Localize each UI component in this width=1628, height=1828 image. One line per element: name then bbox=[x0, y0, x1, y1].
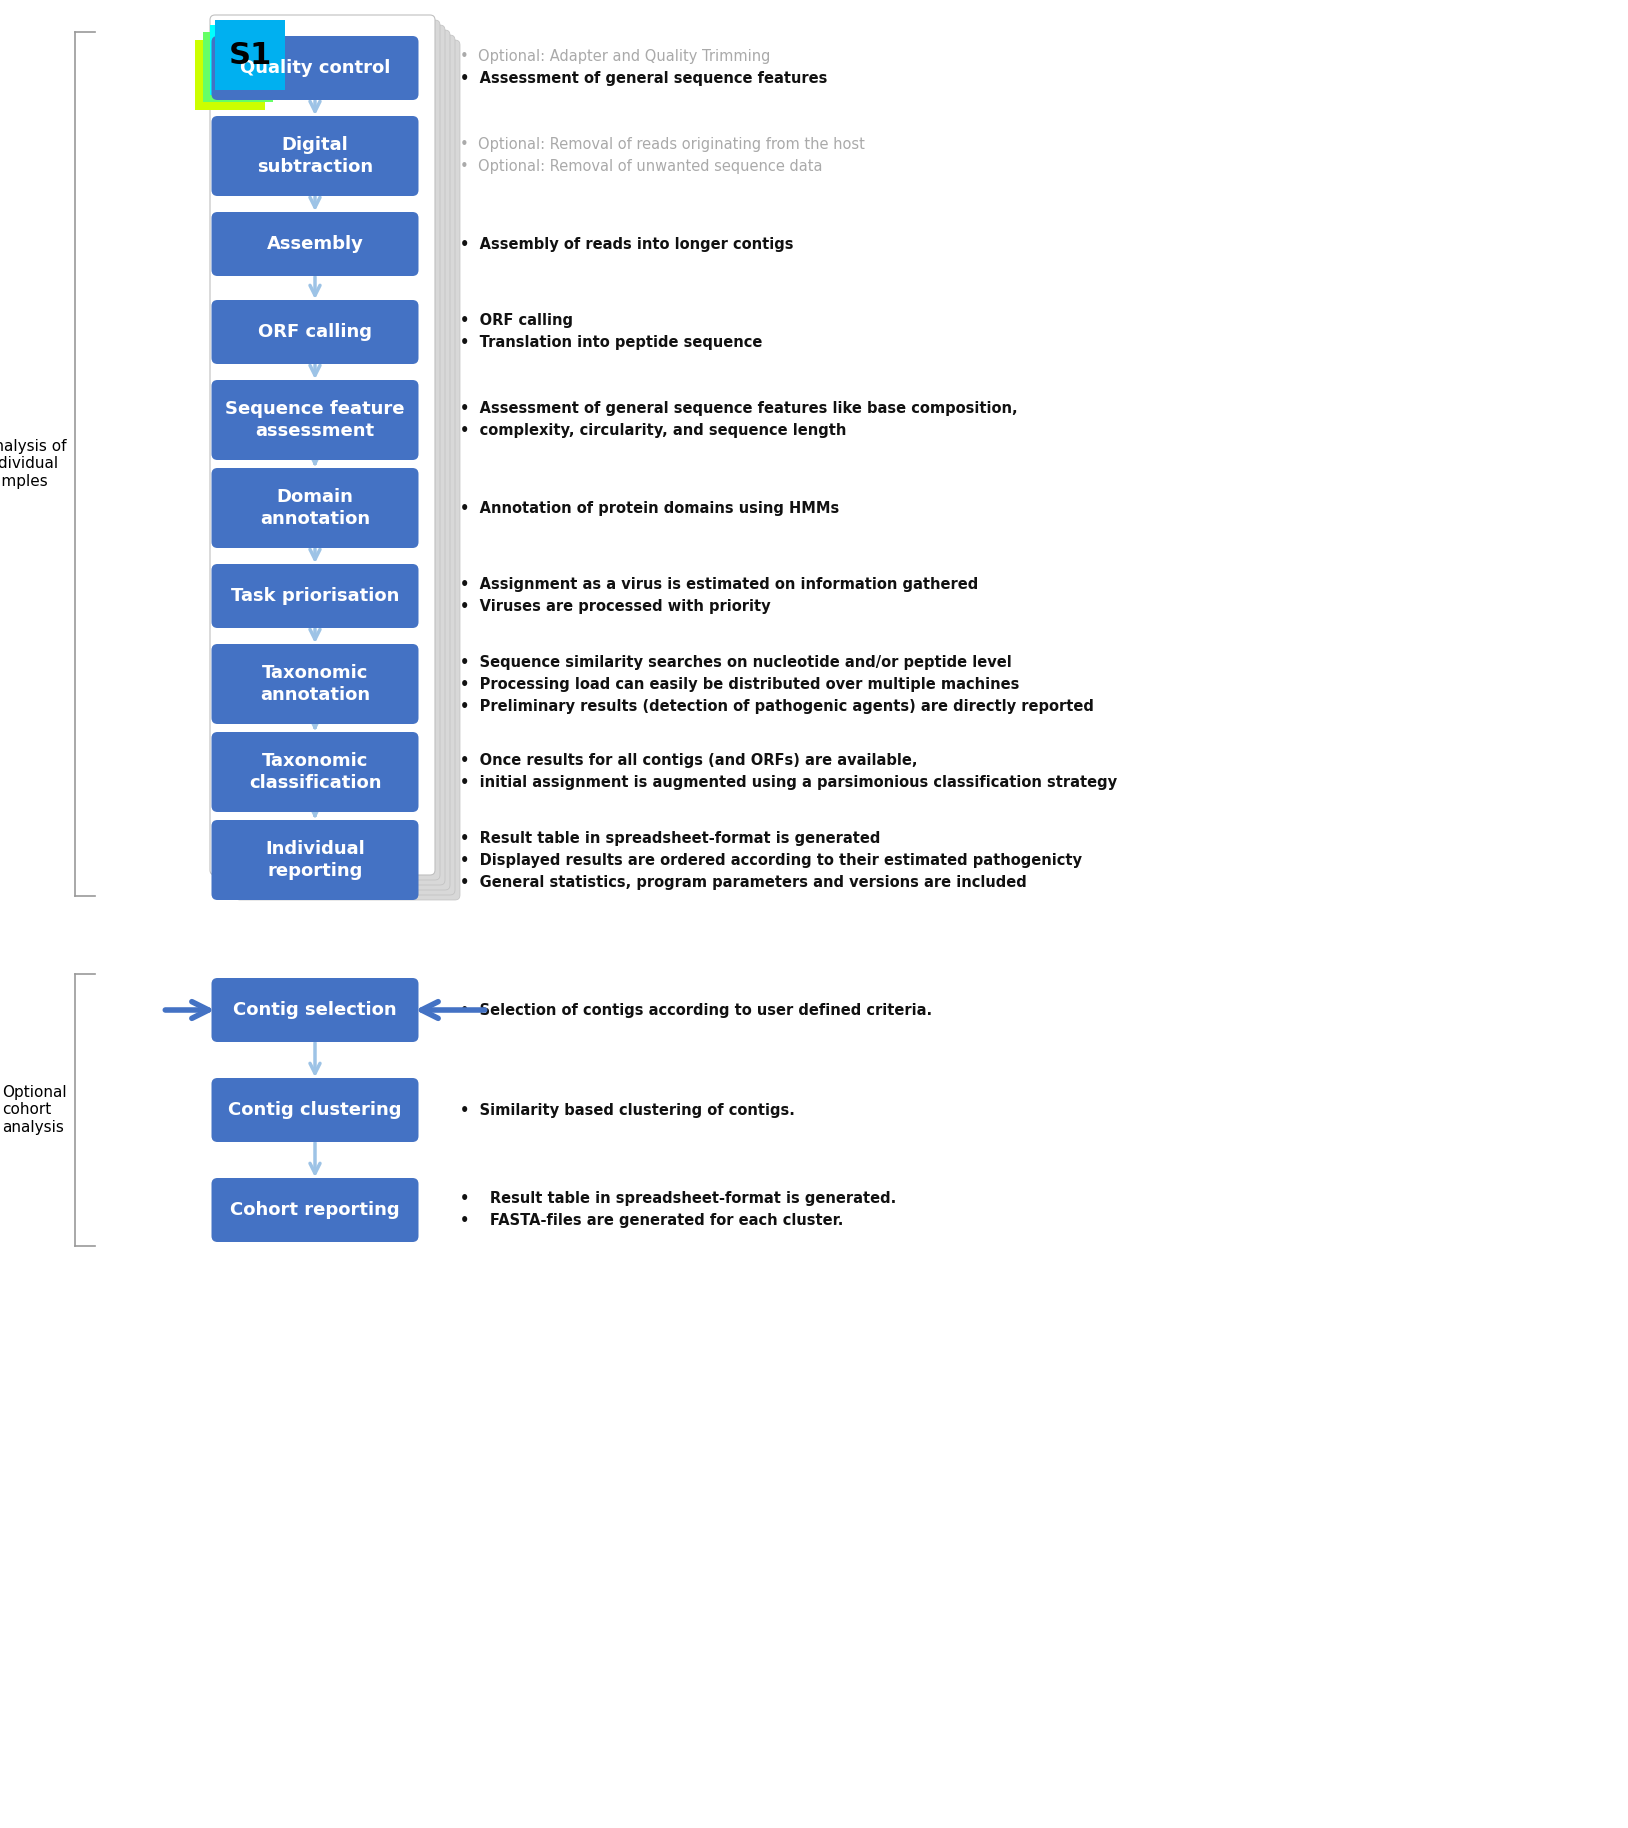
Text: ORF calling: ORF calling bbox=[257, 324, 373, 342]
FancyBboxPatch shape bbox=[212, 380, 418, 461]
Text: •    FASTA-files are generated for each cluster.: • FASTA-files are generated for each clu… bbox=[461, 1214, 843, 1228]
FancyBboxPatch shape bbox=[220, 26, 444, 885]
Text: Quality control: Quality control bbox=[239, 58, 391, 77]
FancyBboxPatch shape bbox=[195, 40, 265, 110]
FancyBboxPatch shape bbox=[212, 731, 418, 812]
Text: •  Preliminary results (detection of pathogenic agents) are directly reported: • Preliminary results (detection of path… bbox=[461, 698, 1094, 713]
Text: Task priorisation: Task priorisation bbox=[231, 587, 399, 605]
Text: •  Displayed results are ordered according to their estimated pathogenicty: • Displayed results are ordered accordin… bbox=[461, 852, 1083, 868]
FancyBboxPatch shape bbox=[212, 643, 418, 724]
FancyBboxPatch shape bbox=[212, 37, 418, 101]
Text: Assembly: Assembly bbox=[267, 236, 363, 252]
FancyBboxPatch shape bbox=[204, 33, 274, 102]
Text: •  Optional: Removal of reads originating from the host: • Optional: Removal of reads originating… bbox=[461, 137, 864, 152]
Text: •    Result table in spreadsheet-format is generated.: • Result table in spreadsheet-format is … bbox=[461, 1192, 897, 1206]
Text: •  Assessment of general sequence features like base composition,: • Assessment of general sequence feature… bbox=[461, 402, 1018, 417]
Text: Taxonomic
classification: Taxonomic classification bbox=[249, 751, 381, 792]
Text: •  Optional: Adapter and Quality Trimming: • Optional: Adapter and Quality Trimming bbox=[461, 49, 770, 64]
FancyBboxPatch shape bbox=[215, 20, 440, 879]
Text: Cohort reporting: Cohort reporting bbox=[230, 1201, 400, 1219]
FancyBboxPatch shape bbox=[212, 821, 418, 899]
Text: •  Selection of contigs according to user defined criteria.: • Selection of contigs according to user… bbox=[461, 1002, 933, 1018]
Text: Digital
subtraction: Digital subtraction bbox=[257, 135, 373, 175]
Text: Sequence feature
assessment: Sequence feature assessment bbox=[225, 400, 405, 441]
Text: •  ORF calling: • ORF calling bbox=[461, 313, 573, 329]
FancyBboxPatch shape bbox=[215, 20, 285, 90]
Text: •  Similarity based clustering of contigs.: • Similarity based clustering of contigs… bbox=[461, 1102, 794, 1117]
FancyBboxPatch shape bbox=[230, 35, 454, 896]
FancyBboxPatch shape bbox=[212, 468, 418, 548]
FancyBboxPatch shape bbox=[210, 26, 280, 95]
Text: •  initial assignment is augmented using a parsimonious classification strategy: • initial assignment is augmented using … bbox=[461, 775, 1117, 790]
FancyBboxPatch shape bbox=[212, 978, 418, 1042]
FancyBboxPatch shape bbox=[212, 212, 418, 276]
Text: •  Optional: Removal of unwanted sequence data: • Optional: Removal of unwanted sequence… bbox=[461, 159, 822, 174]
FancyBboxPatch shape bbox=[225, 29, 449, 890]
Text: •  Assessment of general sequence features: • Assessment of general sequence feature… bbox=[461, 71, 827, 86]
Text: Taxonomic
annotation: Taxonomic annotation bbox=[260, 664, 370, 704]
Text: •  Processing load can easily be distributed over multiple machines: • Processing load can easily be distribu… bbox=[461, 676, 1019, 691]
FancyBboxPatch shape bbox=[212, 115, 418, 196]
Text: Analysis of
individual
samples: Analysis of individual samples bbox=[0, 439, 67, 488]
Text: •  General statistics, program parameters and versions are included: • General statistics, program parameters… bbox=[461, 874, 1027, 890]
FancyBboxPatch shape bbox=[212, 1079, 418, 1142]
Text: •  Assignment as a virus is estimated on information gathered: • Assignment as a virus is estimated on … bbox=[461, 578, 978, 592]
Text: •  Result table in spreadsheet-format is generated: • Result table in spreadsheet-format is … bbox=[461, 830, 881, 846]
Text: •  Annotation of protein domains using HMMs: • Annotation of protein domains using HM… bbox=[461, 501, 840, 515]
FancyBboxPatch shape bbox=[212, 300, 418, 364]
Text: •  Assembly of reads into longer contigs: • Assembly of reads into longer contigs bbox=[461, 236, 793, 252]
Text: S1: S1 bbox=[228, 40, 272, 69]
Text: •  complexity, circularity, and sequence length: • complexity, circularity, and sequence … bbox=[461, 424, 847, 439]
Text: •  Sequence similarity searches on nucleotide and/or peptide level: • Sequence similarity searches on nucleo… bbox=[461, 654, 1011, 669]
FancyBboxPatch shape bbox=[234, 40, 461, 899]
Text: Domain
annotation: Domain annotation bbox=[260, 488, 370, 528]
FancyBboxPatch shape bbox=[212, 1177, 418, 1241]
Text: Contig clustering: Contig clustering bbox=[228, 1100, 402, 1119]
Text: •  Once results for all contigs (and ORFs) are available,: • Once results for all contigs (and ORFs… bbox=[461, 753, 918, 768]
FancyBboxPatch shape bbox=[212, 565, 418, 629]
Text: Individual
reporting: Individual reporting bbox=[265, 839, 365, 879]
FancyBboxPatch shape bbox=[210, 15, 435, 876]
Text: Contig selection: Contig selection bbox=[233, 1002, 397, 1018]
Text: •  Viruses are processed with priority: • Viruses are processed with priority bbox=[461, 600, 770, 614]
Text: Optional
cohort
analysis: Optional cohort analysis bbox=[2, 1086, 67, 1135]
Text: •  Translation into peptide sequence: • Translation into peptide sequence bbox=[461, 336, 762, 351]
